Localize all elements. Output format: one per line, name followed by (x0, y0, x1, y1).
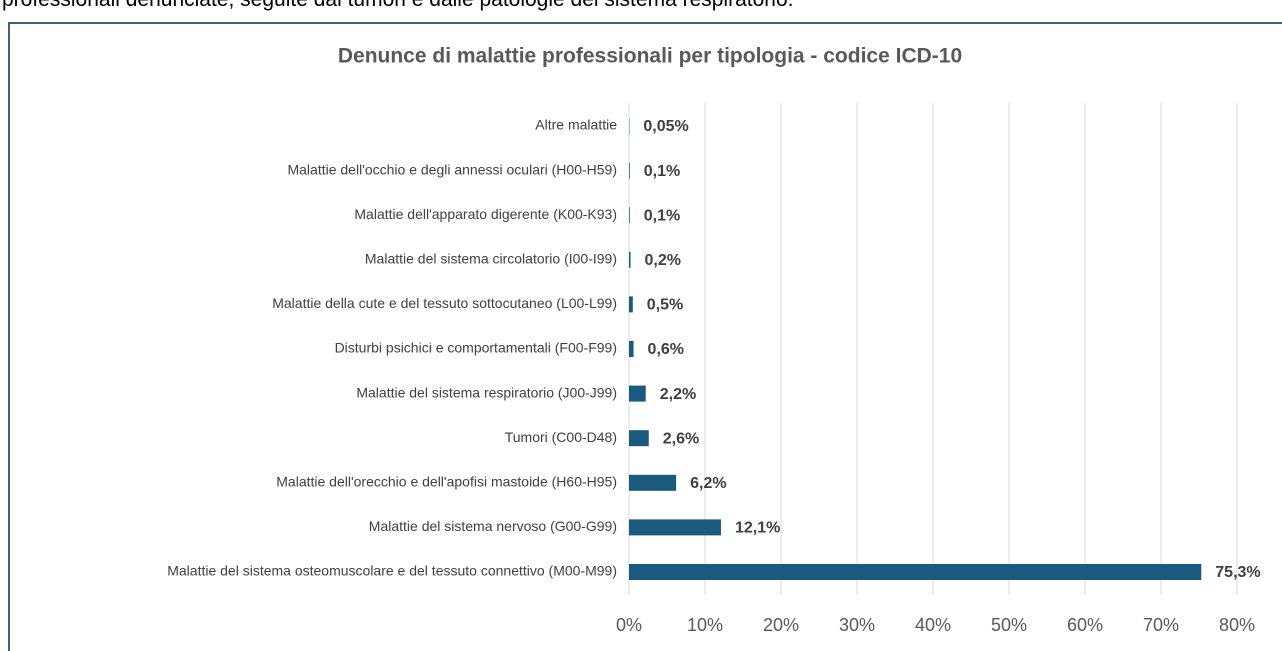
y-tick-label: Malattie dell'orecchio e dell'apofisi ma… (276, 474, 617, 490)
bar (629, 430, 649, 447)
chart-title: Denunce di malattie professionali per ti… (338, 45, 962, 68)
y-tick-label: Disturbi psichici e comportamentali (F00… (335, 340, 617, 356)
y-tick-label: Tumori (C00-D48) (505, 429, 617, 445)
bar (629, 474, 677, 491)
x-tick-label: 20% (763, 615, 799, 635)
value-label: 6,2% (690, 475, 726, 492)
bar (629, 251, 631, 268)
y-tick-label: Altre malattie (535, 117, 617, 133)
y-tick-label: Malattie dell'occhio e degli annessi ocu… (287, 161, 617, 177)
intro-text: professionali denunciate, seguite dai tu… (2, 0, 793, 12)
y-tick-label: Malattie del sistema respiratorio (J00-J… (356, 384, 617, 400)
bar (629, 207, 630, 224)
bar (629, 519, 721, 536)
value-label: 0,05% (643, 118, 688, 135)
value-label: 0,2% (645, 252, 681, 269)
x-tick-label: 60% (1067, 615, 1103, 635)
value-label: 2,2% (660, 386, 696, 403)
value-label: 0,1% (644, 163, 680, 180)
value-label: 0,1% (644, 207, 680, 224)
value-label: 0,6% (648, 341, 684, 358)
bar (629, 162, 630, 179)
x-tick-label: 10% (687, 615, 723, 635)
x-tick-label: 30% (839, 615, 875, 635)
bar (629, 385, 646, 402)
y-tick-label: Malattie del sistema nervoso (G00-G99) (369, 518, 617, 534)
value-label: 2,6% (663, 430, 699, 447)
y-tick-label: Malattie del sistema circolatorio (I00-I… (365, 251, 617, 267)
value-label: 12,1% (735, 520, 780, 537)
x-tick-label: 40% (915, 615, 951, 635)
value-label: 0,5% (647, 297, 683, 314)
bar (629, 564, 1202, 580)
x-tick-label: 0% (616, 615, 642, 635)
y-tick-label: Malattie dell'apparato digerente (K00-K9… (354, 206, 617, 222)
bar (629, 341, 634, 357)
x-tick-label: 50% (991, 615, 1027, 635)
value-label: 75,3% (1215, 564, 1260, 581)
bar (629, 296, 633, 313)
y-tick-label: Malattie della cute e del tessuto sottoc… (272, 295, 617, 311)
x-tick-label: 70% (1143, 615, 1179, 635)
y-tick-label: Malattie del sistema osteomuscolare e de… (167, 563, 617, 579)
x-tick-label: 80% (1219, 615, 1255, 635)
chart-border (8, 22, 1282, 651)
